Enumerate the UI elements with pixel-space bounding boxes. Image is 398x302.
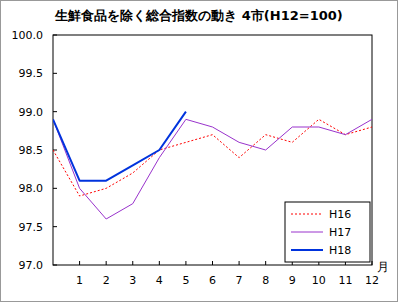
x-tick <box>132 261 133 265</box>
x-tick <box>212 261 213 265</box>
x-tick-label: 6 <box>209 274 216 287</box>
x-tick <box>239 261 240 265</box>
series-line <box>53 112 186 181</box>
y-tick <box>53 265 57 266</box>
legend-swatch <box>291 249 323 251</box>
x-tick <box>79 261 80 265</box>
legend-label: H16 <box>329 208 351 221</box>
plot-frame <box>53 35 372 265</box>
x-tick <box>265 261 266 265</box>
legend-label: H18 <box>329 244 351 257</box>
y-tick-label: 98.0 <box>19 182 44 195</box>
x-tick-label: 3 <box>129 274 136 287</box>
title: 生鮮食品を除く総合指数の動き 4市(H12=100) <box>54 8 342 23</box>
y-tick <box>53 73 57 74</box>
y-tick <box>53 35 57 36</box>
x-tick-label: 2 <box>103 274 110 287</box>
x-tick-label: 11 <box>338 274 352 287</box>
legend-label: H17 <box>329 226 351 239</box>
x-tick-label: 8 <box>262 274 269 287</box>
y-tick-label: 99.0 <box>19 106 44 119</box>
x-tick <box>106 261 107 265</box>
x-tick <box>159 261 160 265</box>
y-tick-label: 100.0 <box>12 29 44 42</box>
y-tick <box>53 111 57 112</box>
legend-box <box>285 202 370 262</box>
x-axis-label: 月 <box>377 260 389 274</box>
legend-swatch <box>291 214 323 215</box>
x-tick-label: 9 <box>289 274 296 287</box>
x-tick-label: 7 <box>236 274 243 287</box>
x-tick-label: 10 <box>312 274 326 287</box>
outer-frame <box>1 1 398 302</box>
y-tick-label: 97.0 <box>19 259 44 272</box>
series-line <box>53 119 372 196</box>
y-tick <box>53 226 57 227</box>
y-tick-label: 99.5 <box>19 67 44 80</box>
legend-swatch <box>291 232 323 233</box>
x-tick <box>185 261 186 265</box>
y-tick-label: 97.5 <box>19 221 44 234</box>
y-tick-label: 98.5 <box>19 144 44 157</box>
x-tick-label: 12 <box>365 274 379 287</box>
x-tick-label: 1 <box>76 274 83 287</box>
chart: 生鮮食品を除く総合指数の動き 4市(H12=100)97.097.598.098… <box>0 0 398 302</box>
y-tick <box>53 188 57 189</box>
x-tick-label: 5 <box>182 274 189 287</box>
x-tick-label: 4 <box>156 274 163 287</box>
x-tick <box>372 261 373 265</box>
